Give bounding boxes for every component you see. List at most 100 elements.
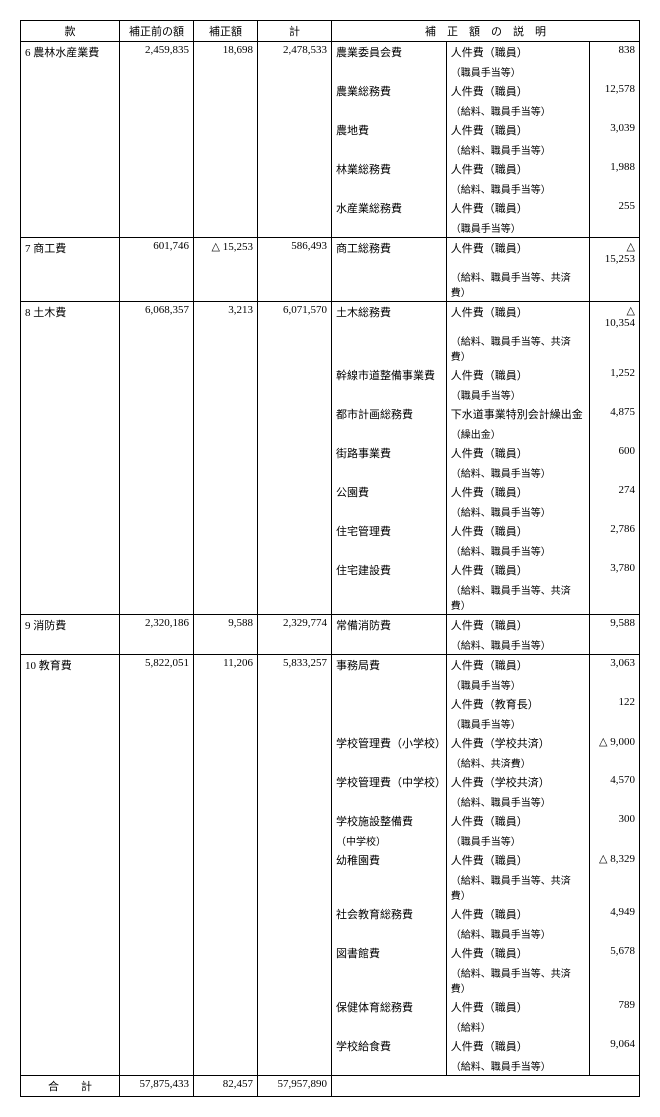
desc-cell: 人件費（職員） [446, 943, 589, 963]
desc-cell: 人件費（職員） [446, 302, 589, 332]
amount-sub-cell [590, 101, 640, 120]
corr-cell: △ 15,253 [194, 238, 258, 302]
category-cell: 社会教育総務費 [332, 904, 447, 943]
desc-cell: 人件費（職員） [446, 238, 589, 268]
desc-cell: 人件費（職員） [446, 365, 589, 385]
desc-sub-cell: （給料、職員手当等、共済費） [446, 267, 589, 302]
totals-total: 57,957,890 [258, 1076, 332, 1097]
amount-cell: 1,252 [590, 365, 640, 385]
amount-sub-cell [590, 541, 640, 560]
desc-sub-cell: （職員手当等） [446, 714, 589, 733]
item-cell: 6 農林水産業費 [21, 42, 120, 238]
desc-sub-cell: （給料、職員手当等） [446, 140, 589, 159]
desc-sub-cell: （給料、職員手当等） [446, 635, 589, 655]
amount-cell: 9,064 [590, 1036, 640, 1056]
desc-sub-cell: （給料、職員手当等、共済費） [446, 963, 589, 997]
desc-sub-cell: （給料、職員手当等、共済費） [446, 331, 589, 365]
total-cell: 2,329,774 [258, 615, 332, 655]
total-cell: 6,071,570 [258, 302, 332, 615]
desc-cell: 人件費（職員） [446, 811, 589, 831]
category-cell: 農地費 [332, 120, 447, 159]
amount-cell: 4,875 [590, 404, 640, 424]
table-body: 6 農林水産業費2,459,83518,6982,478,533農業委員会費人件… [21, 42, 640, 1097]
amount-sub-cell [590, 675, 640, 694]
desc-cell: 人件費（職員） [446, 997, 589, 1017]
category-cell: 保健体育総務費 [332, 997, 447, 1036]
amount-sub-cell [590, 331, 640, 365]
amount-sub-cell [590, 1056, 640, 1076]
category-cell: 図書館費 [332, 943, 447, 997]
category-cell: 常備消防費 [332, 615, 447, 655]
item-cell: 9 消防費 [21, 615, 120, 655]
amount-sub-cell [590, 385, 640, 404]
category-cell: 街路事業費 [332, 443, 447, 482]
amount-cell: 9,588 [590, 615, 640, 636]
desc-cell: 人件費（職員） [446, 81, 589, 101]
desc-cell: 人件費（職員） [446, 42, 589, 63]
header-explanation: 補 正 額 の 説 明 [332, 21, 640, 42]
desc-sub-cell: （給料、職員手当等） [446, 541, 589, 560]
amount-cell: 838 [590, 42, 640, 63]
category-cell: 公園費 [332, 482, 447, 521]
amount-sub-cell [590, 62, 640, 81]
desc-cell: 人件費（職員） [446, 521, 589, 541]
header-before: 補正前の額 [120, 21, 194, 42]
category-cell: 都市計画総務費 [332, 404, 447, 443]
table-header: 款 補正前の額 補正額 計 補 正 額 の 説 明 [21, 21, 640, 42]
desc-sub-cell: （給料、職員手当等） [446, 101, 589, 120]
before-cell: 2,320,186 [120, 615, 194, 655]
amount-sub-cell [590, 1017, 640, 1036]
amount-cell: 274 [590, 482, 640, 502]
header-total: 計 [258, 21, 332, 42]
category-cell: 住宅建設費 [332, 560, 447, 615]
amount-sub-cell [590, 140, 640, 159]
desc-sub-cell: （給料、職員手当等、共済費） [446, 870, 589, 904]
category-cell: 学校給食費 [332, 1036, 447, 1076]
desc-cell: 人件費（職員） [446, 198, 589, 218]
category-cell [332, 694, 447, 733]
totals-before: 57,875,433 [120, 1076, 194, 1097]
desc-cell: 人件費（学校共済） [446, 772, 589, 792]
amount-cell: △ 8,329 [590, 850, 640, 870]
desc-sub-cell: （給料、職員手当等） [446, 924, 589, 943]
amount-cell: 5,678 [590, 943, 640, 963]
amount-cell: △ 9,000 [590, 733, 640, 753]
item-cell: 7 商工費 [21, 238, 120, 302]
category-cell: 学校管理費（中学校） [332, 772, 447, 811]
category-cell: 住宅管理費 [332, 521, 447, 560]
desc-sub-cell: （繰出金） [446, 424, 589, 443]
desc-sub-cell: （給料、職員手当等） [446, 502, 589, 521]
budget-table: 款 補正前の額 補正額 計 補 正 額 の 説 明 6 農林水産業費2,459,… [20, 20, 640, 1097]
desc-sub-cell: （給料） [446, 1017, 589, 1036]
desc-cell: 人件費（職員） [446, 560, 589, 580]
desc-cell: 人件費（職員） [446, 443, 589, 463]
totals-label: 合 計 [21, 1076, 120, 1097]
amount-sub-cell [590, 463, 640, 482]
amount-cell: 4,570 [590, 772, 640, 792]
header-correction: 補正額 [194, 21, 258, 42]
category-cell: 事務局費 [332, 655, 447, 695]
corr-cell: 11,206 [194, 655, 258, 1076]
corr-cell: 18,698 [194, 42, 258, 238]
desc-sub-cell: （給料、共済費） [446, 753, 589, 772]
amount-sub-cell [590, 924, 640, 943]
amount-cell: 1,988 [590, 159, 640, 179]
before-cell: 6,068,357 [120, 302, 194, 615]
amount-sub-cell [590, 179, 640, 198]
category-cell: 幼稚園費 [332, 850, 447, 904]
desc-cell: 人件費（職員） [446, 120, 589, 140]
amount-sub-cell [590, 502, 640, 521]
amount-sub-cell [590, 218, 640, 238]
amount-cell: 789 [590, 997, 640, 1017]
corr-cell: 9,588 [194, 615, 258, 655]
desc-cell: 人件費（職員） [446, 904, 589, 924]
desc-cell: 人件費（職員） [446, 159, 589, 179]
category-sub-cell: （中学校） [332, 831, 447, 850]
desc-sub-cell: （給料、職員手当等、共済費） [446, 580, 589, 615]
amount-cell: 4,949 [590, 904, 640, 924]
category-cell: 学校管理費（小学校） [332, 733, 447, 772]
desc-sub-cell: （職員手当等） [446, 675, 589, 694]
totals-corr: 82,457 [194, 1076, 258, 1097]
amount-sub-cell [590, 870, 640, 904]
amount-sub-cell [590, 424, 640, 443]
